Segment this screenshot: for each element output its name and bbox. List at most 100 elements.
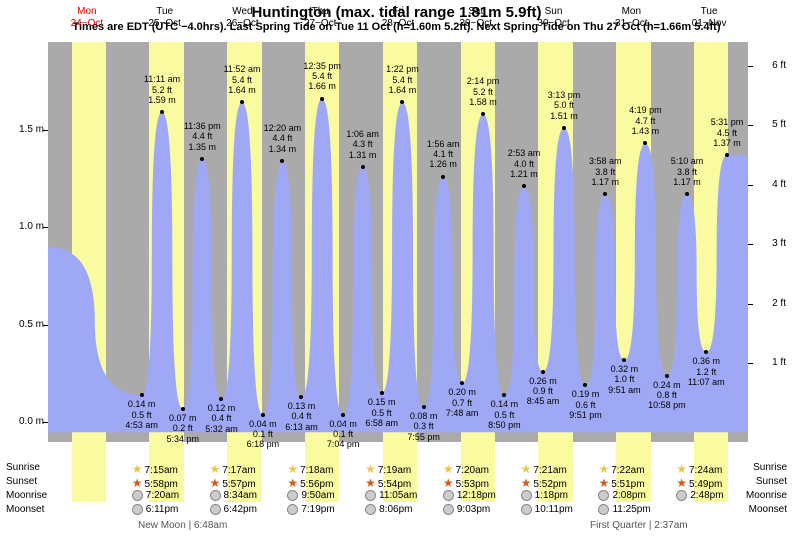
peak-dot <box>160 110 164 114</box>
moonrise-icon <box>598 490 609 501</box>
moonrise-icon <box>521 490 532 501</box>
label-moonset-r: Moonset <box>749 504 787 515</box>
trough-dot <box>704 350 708 354</box>
sunrise-icon: ★ <box>365 462 376 476</box>
x-axis-day: Sat29−Oct <box>437 6 515 30</box>
label-sunrise: Sunrise <box>6 462 40 473</box>
trough-label: 0.13 m0.4 ft6:13 am <box>285 401 318 432</box>
peak-label: 3:13 pm5.0 ft1.51 m <box>548 90 581 121</box>
moonset-icon <box>132 504 143 515</box>
sunrise-icon: ★ <box>598 462 609 476</box>
x-axis-day: Thu27−Oct <box>281 6 359 30</box>
peak-label: 2:14 pm5.2 ft1.58 m <box>467 76 500 107</box>
trough-label: 0.07 m0.2 ft5:34 pm <box>166 413 199 444</box>
y-tick-m: 1.0 m <box>8 221 44 232</box>
moonset-icon <box>521 504 532 515</box>
sunrise-cell: ★7:24am <box>676 462 756 476</box>
peak-dot <box>725 153 729 157</box>
trough-dot <box>181 407 185 411</box>
sunset-cell: ★5:51pm <box>598 476 678 490</box>
sunset-cell: ★5:57pm <box>210 476 290 490</box>
trough-dot <box>583 383 587 387</box>
x-axis-day: Wed26−Oct <box>204 6 282 30</box>
moonset-cell: 6:42pm <box>210 504 290 515</box>
moonrise-cell: 1:18pm <box>521 490 601 501</box>
peak-label: 11:52 am5.4 ft1.64 m <box>224 64 261 95</box>
label-sunrise-r: Sunrise <box>753 462 787 473</box>
chart-area: Mon24−OctTue25−OctWed26−OctThu27−OctFri2… <box>48 42 748 442</box>
moonset-cell: 11:25pm <box>598 504 678 515</box>
trough-dot <box>341 413 345 417</box>
trough-label: 0.14 m0.5 ft8:50 pm <box>488 399 521 430</box>
label-moonset: Moonset <box>6 504 44 515</box>
trough-dot <box>219 397 223 401</box>
peak-label: 2:53 am4.0 ft1.21 m <box>508 148 541 179</box>
trough-label: 0.24 m0.8 ft10:58 pm <box>648 380 686 411</box>
peak-dot <box>685 192 689 196</box>
trough-dot <box>502 393 506 397</box>
trough-dot <box>261 413 265 417</box>
trough-label: 0.19 m0.6 ft9:51 pm <box>569 389 602 420</box>
moonrise-icon <box>365 490 376 501</box>
moonrise-icon <box>676 490 687 501</box>
sunrise-icon: ★ <box>210 462 221 476</box>
moonset-icon <box>598 504 609 515</box>
sunset-cell: ★5:58pm <box>132 476 212 490</box>
tide-chart-container: Huntington (max. tidal range 1.81m 5.9ft… <box>0 0 793 539</box>
peak-dot <box>320 97 324 101</box>
moonrise-cell: 11:05am <box>365 490 445 501</box>
sunset-cell: ★5:54pm <box>365 476 445 490</box>
peak-label: 4:19 pm4.7 ft1.43 m <box>629 105 662 136</box>
label-sunset-r: Sunset <box>756 476 787 487</box>
moonset-cell: 7:19pm <box>287 504 367 515</box>
y-tick-ft: 3 ft <box>756 238 786 249</box>
sunset-cell: ★5:53pm <box>443 476 523 490</box>
peak-dot <box>240 100 244 104</box>
trough-dot <box>140 393 144 397</box>
peak-label: 11:11 am5.2 ft1.59 m <box>144 74 180 105</box>
trough-dot <box>541 370 545 374</box>
y-tick-ft: 1 ft <box>756 357 786 368</box>
y-tick-ft: 4 ft <box>756 179 786 190</box>
x-axis-day: Mon24−Oct <box>48 6 126 30</box>
sunrise-icon: ★ <box>443 462 454 476</box>
moonrise-cell: 2:48pm <box>676 490 756 501</box>
trough-label: 0.26 m0.9 ft8:45 am <box>527 376 560 407</box>
peak-label: 5:10 am3.8 ft1.17 m <box>671 156 704 187</box>
trough-label: 0.32 m1.0 ft9:51 am <box>608 364 641 395</box>
sunrise-icon: ★ <box>132 462 143 476</box>
trough-dot <box>380 391 384 395</box>
peak-label: 12:35 pm5.4 ft1.66 m <box>303 61 341 92</box>
peak-dot <box>361 165 365 169</box>
sunset-icon: ★ <box>210 476 221 490</box>
peak-label: 3:58 am3.8 ft1.17 m <box>589 156 622 187</box>
peak-label: 11:36 pm4.4 ft1.35 m <box>184 121 221 152</box>
trough-label: 0.04 m0.1 ft6:18 pm <box>247 419 280 450</box>
moonrise-icon <box>210 490 221 501</box>
trough-dot <box>422 405 426 409</box>
y-tick-ft: 5 ft <box>756 119 786 130</box>
peak-label: 1:56 am4.1 ft1.26 m <box>427 139 460 170</box>
new-moon-note: New Moon | 6:48am <box>138 520 227 531</box>
moonrise-cell: 8:34am <box>210 490 290 501</box>
sunrise-cell: ★7:15am <box>132 462 212 476</box>
trough-label: 0.36 m1.2 ft11:07 am <box>688 356 725 387</box>
moonrise-icon <box>443 490 454 501</box>
peak-label: 5:31 pm4.5 ft1.37 m <box>711 117 744 148</box>
x-axis-day: Sun30−Oct <box>515 6 593 30</box>
sunset-icon: ★ <box>443 476 454 490</box>
moonrise-cell: 2:08pm <box>598 490 678 501</box>
trough-label: 0.04 m0.1 ft7:04 pm <box>327 419 360 450</box>
sunset-icon: ★ <box>598 476 609 490</box>
x-axis-day: Tue01−Nov <box>670 6 748 30</box>
y-tick-m: 0.5 m <box>8 319 44 330</box>
peak-dot <box>481 112 485 116</box>
sunrise-cell: ★7:22am <box>598 462 678 476</box>
sunrise-icon: ★ <box>676 462 687 476</box>
sunrise-cell: ★7:20am <box>443 462 523 476</box>
first-quarter-note: First Quarter | 2:37am <box>590 520 688 531</box>
moonset-icon <box>287 504 298 515</box>
sunrise-icon: ★ <box>287 462 298 476</box>
sunset-cell: ★5:52pm <box>521 476 601 490</box>
peak-dot <box>400 100 404 104</box>
